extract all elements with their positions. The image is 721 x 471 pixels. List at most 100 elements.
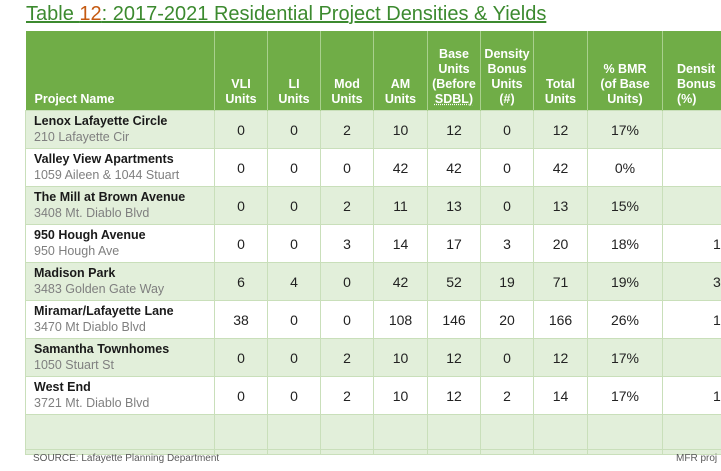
project-name: 950 Hough Avenue	[34, 228, 146, 242]
base-cell: 42	[427, 148, 481, 187]
project-name: Madison Park	[34, 266, 116, 280]
header-line: Units	[278, 92, 310, 106]
bmr-cell: 19%	[587, 262, 663, 301]
header-line: AM	[390, 77, 411, 91]
empty-cell	[480, 414, 534, 455]
am-cell: 10	[373, 376, 428, 415]
table-title: Table 12: 2017-2021 Residential Project …	[26, 3, 546, 26]
footer-divider	[25, 449, 721, 450]
li-cell: 0	[267, 376, 321, 415]
header-line: Units	[491, 77, 523, 91]
header-mod-units: Mod Units	[320, 31, 374, 111]
mod-cell: 0	[320, 300, 374, 339]
bmr-cell: 17%	[587, 110, 663, 149]
density-bonus-percent-cell: 0%	[662, 148, 721, 187]
density-bonus-percent-cell: 18%	[662, 224, 721, 263]
bmr-cell: 0%	[587, 148, 663, 187]
total-cell: 13	[533, 186, 588, 225]
empty-cell	[427, 414, 481, 455]
project-cell: 950 Hough Avenue 950 Hough Ave	[25, 224, 215, 263]
header-line: LI	[288, 77, 300, 91]
mod-cell: 2	[320, 376, 374, 415]
total-cell: 71	[533, 262, 588, 301]
table-row: 950 Hough Avenue 950 Hough Ave 0 0 3 14 1…	[25, 224, 721, 263]
project-cell: Lenox Lafayette Circle 210 Lafayette Cir	[25, 110, 215, 149]
vli-cell: 0	[214, 148, 268, 187]
vli-cell: 0	[214, 338, 268, 377]
bmr-cell: 17%	[587, 376, 663, 415]
header-project-name: Project Name	[25, 31, 215, 111]
bmr-cell: 18%	[587, 224, 663, 263]
density-bonus-units-cell: 0	[480, 186, 534, 225]
project-name: Samantha Townhomes	[34, 342, 170, 356]
header-density-bonus-percent: Densit Bonus (%)	[662, 31, 721, 111]
li-cell: 0	[267, 186, 321, 225]
header-line: Units	[544, 92, 577, 106]
source-note: SOURCE: Lafayette Planning Department	[33, 453, 220, 464]
li-cell: 4	[267, 262, 321, 301]
title-prefix: Table	[26, 3, 80, 25]
project-address: 210 Lafayette Cir	[34, 130, 130, 144]
li-cell: 0	[267, 338, 321, 377]
project-cell: Miramar/Lafayette Lane 3470 Mt Diablo Blv…	[25, 300, 215, 339]
density-bonus-units-cell: 0	[480, 148, 534, 187]
density-bonus-percent-cell: 0%	[662, 186, 721, 225]
project-name: Valley View Apartments	[34, 152, 174, 166]
project-address: 3483 Golden Gate Way	[34, 282, 165, 296]
density-bonus-percent-cell: 0%	[662, 110, 721, 149]
density-bonus-units-cell: 0	[480, 338, 534, 377]
li-cell: 0	[267, 110, 321, 149]
total-cell: 12	[533, 338, 588, 377]
base-cell: 52	[427, 262, 481, 301]
vli-cell: 0	[214, 186, 268, 225]
empty-cell	[267, 414, 321, 455]
project-cell: Valley View Apartments 1059 Aileen & 1044…	[25, 148, 215, 187]
vli-cell: 6	[214, 262, 268, 301]
table-row: The Mill at Brown Avenue 3408 Mt. Diablo …	[25, 186, 721, 225]
project-address: 3470 Mt Diablo Blvd	[34, 320, 146, 334]
bmr-cell: 15%	[587, 186, 663, 225]
project-density-table: Project Name VLI Units LI Units Mod Units A…	[25, 31, 721, 455]
header-line: Total	[546, 77, 575, 91]
source-note-right: MFR proj	[676, 453, 718, 464]
header-line: (Before	[432, 77, 476, 91]
total-cell: 20	[533, 224, 588, 263]
project-name: West End	[34, 380, 91, 394]
total-cell: 166	[533, 300, 588, 339]
header-line: Units	[384, 92, 417, 106]
header-line: Units	[438, 62, 470, 76]
header-line: (%)	[677, 92, 697, 106]
total-cell: 14	[533, 376, 588, 415]
am-cell: 42	[373, 148, 428, 187]
header-vli-units: VLI Units	[214, 31, 268, 111]
total-cell: 12	[533, 110, 588, 149]
base-cell: 12	[427, 110, 481, 149]
empty-cell	[214, 414, 268, 455]
project-cell: Madison Park 3483 Golden Gate Way	[25, 262, 215, 301]
li-cell: 0	[267, 224, 321, 263]
header-line: Bonus	[487, 62, 527, 76]
project-address: 1050 Stuart St	[34, 358, 114, 372]
empty-cell	[533, 414, 588, 455]
header-line: SDBL)	[434, 92, 474, 106]
table-row: Madison Park 3483 Golden Gate Way 6 4 0 4…	[25, 262, 721, 301]
vli-cell: 0	[214, 224, 268, 263]
bmr-cell: 26%	[587, 300, 663, 339]
project-address: 950 Hough Ave	[34, 244, 120, 258]
table-row: Valley View Apartments 1059 Aileen & 1044…	[25, 148, 721, 187]
project-address: 3408 Mt. Diablo Blvd	[34, 206, 150, 220]
am-cell: 10	[373, 338, 428, 377]
vli-cell: 0	[214, 110, 268, 149]
header-li-units: LI Units	[267, 31, 321, 111]
li-cell: 0	[267, 148, 321, 187]
mod-cell: 3	[320, 224, 374, 263]
header-bmr-percent: % BMR (of Base Units)	[587, 31, 663, 111]
density-bonus-units-cell: 19	[480, 262, 534, 301]
empty-table-row	[25, 414, 721, 455]
header-line: Mod	[334, 77, 360, 91]
project-cell: Samantha Townhomes 1050 Stuart St	[25, 338, 215, 377]
project-name: Miramar/Lafayette Lane	[34, 304, 174, 318]
header-base-units: Base Units (Before SDBL)	[427, 31, 481, 111]
bmr-cell: 17%	[587, 338, 663, 377]
am-cell: 108	[373, 300, 428, 339]
